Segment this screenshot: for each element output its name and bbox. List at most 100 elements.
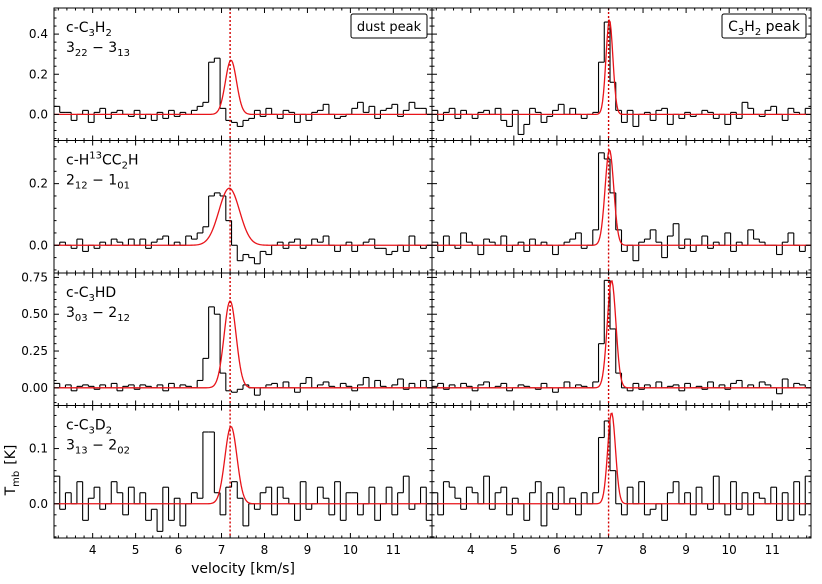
molecule-label: c-C3D2 [66, 418, 112, 437]
title-box-frame [350, 13, 428, 39]
x-tick-label: 4 [467, 543, 475, 557]
title-box-frame [721, 13, 807, 39]
x-tick-label: 6 [175, 543, 183, 557]
transition-label-part: − 2 [88, 438, 118, 454]
y-tick-label: 0.1 [29, 442, 48, 456]
molecule-label-part: c-C [66, 418, 89, 434]
molecule-label: c-C3H2 [66, 20, 112, 39]
molecule-label-part: c-C [66, 20, 89, 36]
spectrum-histogram [54, 431, 432, 532]
y-tick-label: 0.50 [21, 307, 48, 321]
gaussian-fit-line [432, 148, 811, 246]
y-tick-label: 0.75 [21, 270, 48, 284]
molecule-label-part: D [95, 418, 106, 434]
transition-label-part: 3 [66, 438, 75, 454]
spectrum-histogram [432, 279, 811, 395]
transition-label: 313 − 202 [66, 438, 130, 457]
molecule-label-part: c-C [66, 285, 89, 301]
gaussian-fit-line [54, 59, 432, 116]
x-tick-label: 7 [218, 543, 226, 557]
x-axis-label: velocity [km/s] [191, 561, 295, 577]
title-box-text: dust peak [357, 20, 422, 35]
x-tick-label: 5 [132, 543, 140, 557]
gaussian-fit-line [54, 300, 432, 389]
transition-label-part: − 3 [88, 40, 118, 56]
gaussian-fit-line [432, 18, 811, 116]
y-tick-label: 0.0 [29, 238, 48, 252]
molecule-label-part: 3 [89, 426, 95, 437]
transition-label: 212 − 101 [66, 173, 130, 192]
x-tick-label: 11 [386, 543, 401, 557]
y-tick-label: 0.0 [29, 107, 48, 121]
y-tick-label: 0.2 [29, 67, 48, 81]
transition-label-part: 02 [117, 446, 130, 457]
title-box-text-part: peak [761, 19, 801, 35]
transition-label-part: 22 [75, 48, 88, 59]
spectrum-histogram [432, 21, 811, 136]
x-tick-label: 6 [553, 543, 561, 557]
title-box-text-part: 3 [738, 27, 744, 38]
x-tick-label: 5 [510, 543, 518, 557]
c3h2-peak-box: C3H2 peak [721, 13, 807, 39]
molecule-label-part: HD [95, 285, 116, 301]
title-box-text-part: 2 [755, 27, 761, 38]
molecule-label-part: 3 [89, 293, 95, 304]
transition-label-part: 3 [66, 40, 75, 56]
x-tick-label: 10 [343, 543, 358, 557]
molecule-label-part: H [95, 20, 106, 36]
x-tick-label: 11 [765, 543, 780, 557]
molecule-label-part: 13 [89, 151, 102, 162]
spectrum-histogram [54, 192, 432, 265]
dust-peak-box: dust peak [350, 13, 428, 39]
molecule-label-part: 3 [89, 28, 95, 39]
transition-label-part: 13 [117, 48, 130, 59]
y-axis-label-unit: [K] [3, 445, 19, 465]
panel-r3-c1: 4 5 6 7 8 9 10 11 [431, 405, 812, 557]
x-tick-label: 7 [596, 543, 604, 557]
transition-label-part: 12 [117, 313, 130, 324]
y-tick-label: 0.00 [21, 381, 48, 395]
y-axis-label: Tmb [K] [3, 445, 22, 497]
panel-frame [431, 405, 812, 539]
panel-r0-c1: C3H2 peak [431, 7, 812, 141]
molecule-label: c-H13CC2H [66, 151, 138, 172]
molecule-label-part: 2 [106, 426, 112, 437]
transition-label-part: 2 [66, 173, 75, 189]
transition-label: 322 − 313 [66, 40, 130, 59]
molecule-label-part: CC [102, 153, 122, 169]
gaussian-fit-line [432, 412, 811, 505]
molecule-label-part: 2 [122, 161, 128, 172]
y-tick-label: 0.25 [21, 344, 48, 358]
transition-label: 303 − 212 [66, 305, 130, 324]
gaussian-fit-line [432, 280, 811, 389]
molecule-label-part: H [128, 153, 139, 169]
x-tick-label: 4 [89, 543, 97, 557]
y-axis-label-sub: mb [11, 471, 22, 487]
molecule-label-part: c-H [66, 153, 89, 169]
title-box-text: C3H2 peak [728, 19, 801, 38]
x-tick-label: 8 [261, 543, 269, 557]
panel-frame [431, 140, 812, 274]
y-axis-label-main: T [3, 486, 19, 496]
transition-label-part: 3 [66, 305, 75, 321]
panel-r2-c1 [431, 272, 812, 406]
transition-label-part: − 1 [88, 173, 118, 189]
title-box-text-part: H [744, 19, 755, 35]
panel-r1-c1 [431, 140, 812, 274]
transition-label-part: − 2 [88, 305, 118, 321]
y-tick-label: 0.2 [29, 177, 48, 191]
transition-label-part: 03 [75, 313, 88, 324]
molecule-label-part: 2 [105, 28, 111, 39]
transition-label-part: 12 [75, 181, 88, 192]
x-tick-label: 9 [682, 543, 690, 557]
gaussian-fit-line [54, 187, 432, 246]
y-tick-label: 0.0 [29, 497, 48, 511]
spectrum-histogram [54, 57, 432, 127]
x-tick-label: 8 [639, 543, 647, 557]
spectrum-histogram [432, 152, 811, 262]
transition-label-part: 13 [75, 446, 88, 457]
